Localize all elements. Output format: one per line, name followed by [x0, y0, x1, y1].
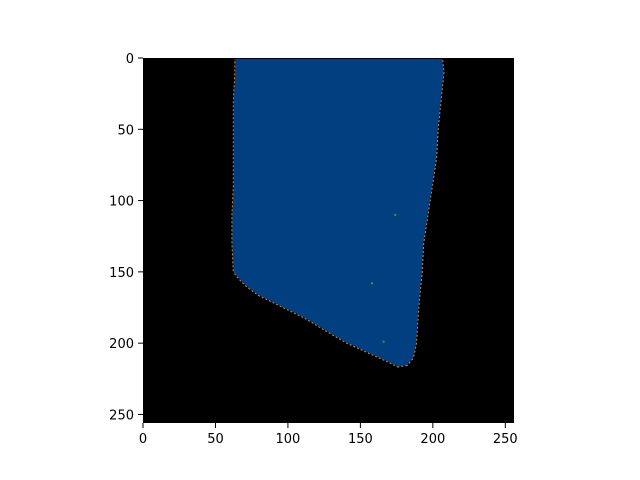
y-axis: 0 50 100 150 200 250: [109, 52, 143, 423]
x-axis: 0 50 100 150 200 250: [139, 423, 518, 447]
y-tick-label-150: 150: [109, 266, 134, 281]
segmented-region: [232, 58, 444, 367]
speck-2: [382, 340, 385, 343]
plot-area: [143, 58, 514, 423]
y-tick-label-250: 250: [109, 408, 134, 423]
speck-0: [394, 213, 397, 216]
region-layer: [231, 58, 445, 368]
plot-frame: [143, 58, 514, 423]
speck-1: [370, 282, 373, 285]
y-tick-label-200: 200: [109, 337, 134, 352]
x-tick-label-0: 0: [139, 432, 147, 447]
y-tick-label-0: 0: [126, 52, 134, 67]
y-tick-label-50: 50: [117, 123, 134, 138]
x-tick-label-200: 200: [420, 432, 445, 447]
x-tick-label-150: 150: [348, 432, 373, 447]
x-tick-label-50: 50: [207, 432, 224, 447]
y-tick-label-100: 100: [109, 195, 134, 210]
x-tick-label-250: 250: [493, 432, 518, 447]
x-tick-label-100: 100: [276, 432, 301, 447]
